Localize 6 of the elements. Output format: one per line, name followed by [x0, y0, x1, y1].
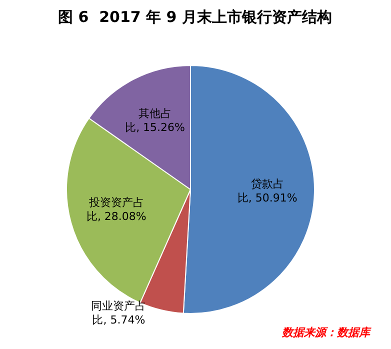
slice-label: 投资资产占比, 28.08%: [86, 196, 146, 223]
slice-label: 同业资产占比, 5.74%: [91, 299, 146, 326]
slice-label: 贷款占比, 50.91%: [237, 178, 298, 205]
slice-label: 其他占比, 15.26%: [125, 107, 186, 134]
source-note: 数据来源：数据库: [281, 326, 372, 339]
chart-title: 图 6 2017 年 9 月末上市银行资产结构: [58, 8, 332, 26]
